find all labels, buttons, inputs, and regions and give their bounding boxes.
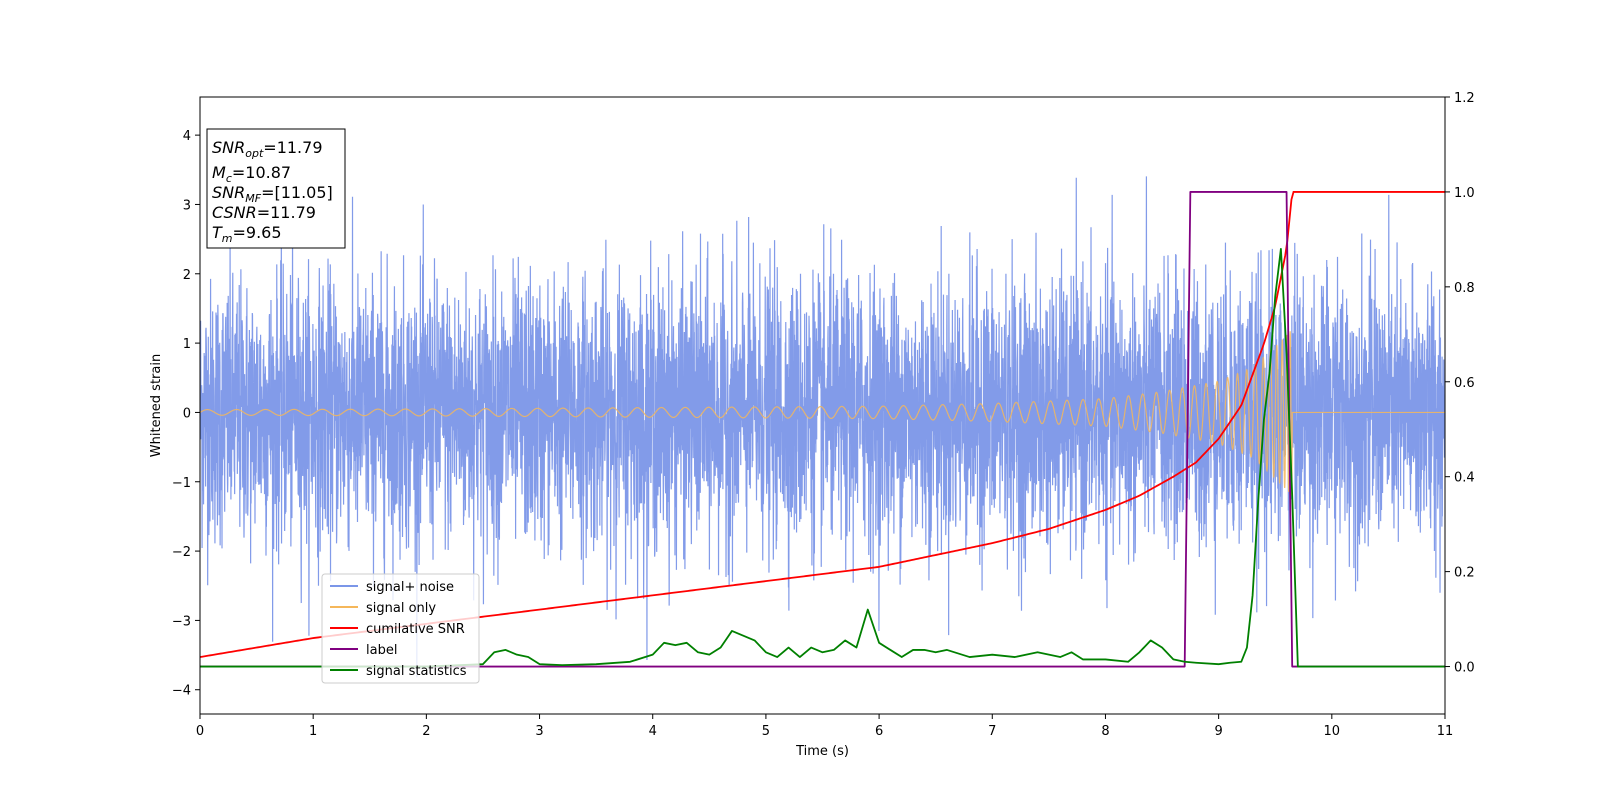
x-tick-label: 11 <box>1437 724 1454 739</box>
annotation-symbol: SNR <box>212 138 245 157</box>
annotation-value: =9.65 <box>233 223 282 242</box>
x-tick-label: 7 <box>988 724 996 739</box>
y-tick-label: −3 <box>172 614 191 629</box>
y2-tick-label: 0.4 <box>1454 471 1475 486</box>
y2-tick-label: 0.6 <box>1454 376 1475 391</box>
x-tick-label: 3 <box>535 724 543 739</box>
legend-label-label: label <box>366 643 397 658</box>
legend-label-csnr: cumilative SNR <box>366 622 465 637</box>
y-tick-label: −2 <box>172 545 191 560</box>
annotation-line: CSNR=11.79 <box>212 203 316 222</box>
legend-label-noise: signal+ noise <box>366 580 454 595</box>
y2-tick-label: 1.0 <box>1454 186 1475 201</box>
y-tick-label: 4 <box>183 129 191 144</box>
x-tick-label: 4 <box>649 724 657 739</box>
annotation-symbol: T <box>212 223 223 242</box>
axes-border <box>199 96 1446 715</box>
y-tick-label: −4 <box>172 684 191 699</box>
x-tick-label: 6 <box>875 724 883 739</box>
axes-frame <box>199 96 1446 715</box>
y-tick-label: 1 <box>183 337 191 352</box>
annotation-frame <box>206 128 346 249</box>
x-tick-label: 2 <box>422 724 430 739</box>
annotation-subscript: c <box>226 172 232 185</box>
y-tick-label: 2 <box>183 268 191 283</box>
legend-label-stat: signal statistics <box>366 664 467 679</box>
y2-tick-label: 0.8 <box>1454 281 1475 296</box>
series-signal-noise <box>200 176 1445 678</box>
y-tick-label: −1 <box>172 476 191 491</box>
annotation-value: =10.87 <box>232 163 291 182</box>
annotation-subscript: opt <box>245 147 264 160</box>
y-tick-label: 0 <box>183 406 191 421</box>
annotation-value: =11.79 <box>263 138 322 157</box>
y2-tick-label: 1.2 <box>1454 91 1475 106</box>
annotation-line: Tm=9.65 <box>212 223 282 245</box>
y-tick-label: 3 <box>183 198 191 213</box>
x-tick-label: 9 <box>1214 724 1222 739</box>
ticks-layer: 0 1 2 3 4 5 6 7 8 9 10 11 −4 −3 −2 −1 0 1 2 3 4 0.0 0.2 0.4 0.6 0… <box>172 91 1475 739</box>
y-axis-label: Whitened strain <box>149 354 164 457</box>
y2-tick-label: 0.2 <box>1454 566 1475 581</box>
annotation-line: Mc=10.87 <box>212 163 291 185</box>
annotation-box: SNRopt=11.79Mc=10.87SNRMF=[11.05]CSNR=11… <box>206 128 346 249</box>
x-tick-label: 10 <box>1324 724 1341 739</box>
annotation-symbol: CSNR <box>212 203 257 222</box>
annotation-line: SNRMF=[11.05] <box>212 183 333 205</box>
annotation-symbol: M <box>212 163 226 182</box>
x-axis-label: Time (s) <box>795 744 849 759</box>
annotation-symbol: SNR <box>212 183 245 202</box>
series-signal-only <box>200 331 1445 496</box>
y2-tick-label: 0.0 <box>1454 661 1475 676</box>
legend: signal+ noise signal only cumilative SNR la… <box>321 573 480 684</box>
x-tick-label: 1 <box>309 724 317 739</box>
annotation-subscript: m <box>222 232 233 245</box>
annotation-line: SNRopt=11.79 <box>212 138 323 160</box>
x-tick-label: 5 <box>762 724 770 739</box>
annotation-value: =[11.05] <box>261 183 333 202</box>
annotation-subscript: MF <box>245 192 261 205</box>
x-tick-label: 8 <box>1101 724 1109 739</box>
annotation-value: =11.79 <box>257 203 316 222</box>
legend-frame <box>321 573 480 684</box>
legend-label-signal: signal only <box>366 601 436 616</box>
series-signal-statistics <box>200 247 1445 668</box>
x-tick-label: 0 <box>196 724 204 739</box>
